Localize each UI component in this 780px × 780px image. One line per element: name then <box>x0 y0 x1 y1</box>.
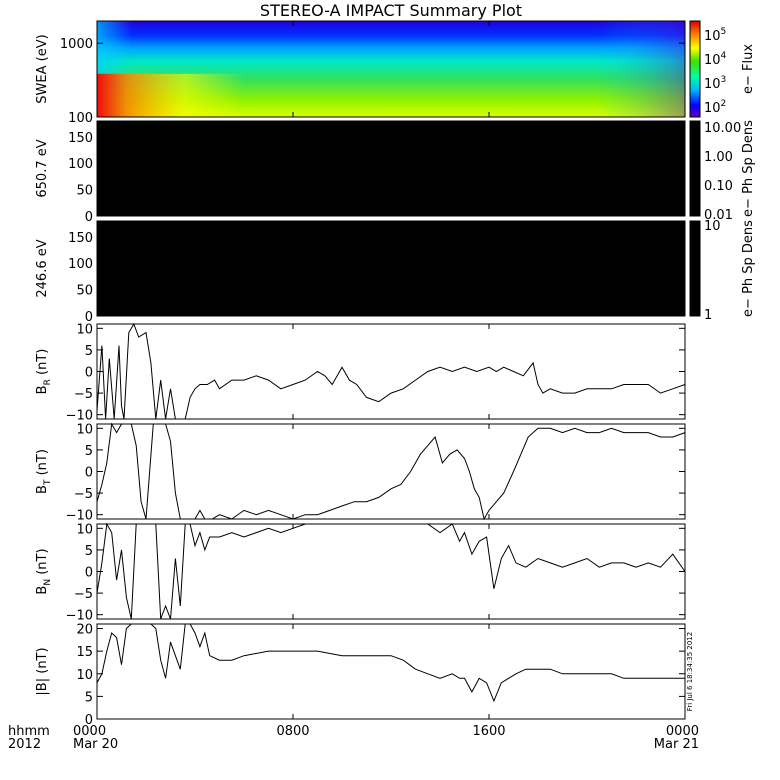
swea-colorbar <box>689 20 701 118</box>
swea-colorbar-tick: 103 <box>704 75 726 92</box>
bt-frame <box>96 423 686 520</box>
bn-ylabel-main: B <box>35 586 50 595</box>
swea-colorbar-tick-exp: 2 <box>721 99 727 109</box>
bn-ylabel-unit: (nT) <box>35 548 50 578</box>
xtick-label: 0800 <box>276 724 309 739</box>
pad651-colorbar-tick: 1.00 <box>704 150 733 165</box>
swea-colorbar-tick: 105 <box>704 27 726 44</box>
pad247-ytick-label: 150 <box>68 231 93 246</box>
bn-ylabel-sub: N <box>43 579 53 586</box>
swea-frame <box>96 20 686 118</box>
bn-ytick-label: 0 <box>85 566 93 581</box>
bt-ytick-label: −10 <box>66 509 93 524</box>
br-frame <box>96 323 686 420</box>
xtick-date-label: Mar 21 <box>654 737 699 752</box>
swea-colorbar-tick: 102 <box>704 99 726 116</box>
xtick-label: 0000 <box>666 724 699 739</box>
pad651-ytick-label: 50 <box>76 184 93 199</box>
bn-ytick-label: −10 <box>66 609 93 624</box>
br-ytick-label: 0 <box>85 366 93 381</box>
pad247-ytick-label: 50 <box>76 284 93 299</box>
bn-ylabel: BN (nT) <box>35 548 53 594</box>
bmag-ytick-label: 20 <box>76 623 93 638</box>
swea-colorbar-tick-exp: 3 <box>721 75 727 85</box>
br-ytick-label: 10 <box>76 322 93 337</box>
bn-ytick-label: 5 <box>85 544 93 559</box>
swea-ytick-label: 100 <box>68 111 93 126</box>
pad247-colorbar-tick: 1 <box>704 308 712 323</box>
swea-colorbar-tick-base: 10 <box>704 101 721 116</box>
pad651-ytick-label: 0 <box>85 210 93 225</box>
bmag-ylabel: |B| (nT) <box>35 647 50 695</box>
bmag-frame <box>96 623 686 720</box>
br-ytick-label: −5 <box>74 387 93 402</box>
pad651-colorbar-label: e− Ph Sp Dens <box>741 120 756 217</box>
bt-ylabel-unit: (nT) <box>35 449 50 479</box>
swea-colorbar-tick-base: 10 <box>704 53 721 68</box>
xtick-label: 1600 <box>472 724 505 739</box>
bmag-ytick-label: 15 <box>76 645 93 660</box>
bt-ylabel-sub: T <box>43 479 53 486</box>
bmag-series-line <box>96 623 685 703</box>
pad651-colorbar <box>689 120 701 217</box>
pad247-ytick-label: 0 <box>85 310 93 325</box>
x-corner-label-hhmm: hhmm <box>8 724 50 739</box>
bt-ytick-label: 10 <box>76 422 93 437</box>
swea-colorbar-tick-exp: 5 <box>721 27 727 37</box>
swea-ytick-label: 1000 <box>60 37 93 52</box>
bmag-ylabel-unit: (nT) <box>35 647 50 677</box>
pad651-colorbar-tick: 10.00 <box>704 121 741 136</box>
bt-series-line <box>96 422 686 521</box>
br-series-line <box>96 322 686 420</box>
swea-colorbar-tick-exp: 4 <box>721 51 727 61</box>
br-ytick-label: −10 <box>66 409 93 424</box>
pad651-frame <box>96 120 686 217</box>
bt-ylabel-main: B <box>35 485 50 494</box>
swea-ylabel: SWEA (eV) <box>35 34 50 103</box>
pad651-colorbar-tick: 0.01 <box>704 208 733 223</box>
bt-ytick-label: −5 <box>74 487 93 502</box>
pad651-ylabel: 650.7 eV <box>35 139 50 197</box>
bt-ylabel: BT (nT) <box>35 449 53 494</box>
pad651-colorbar-tick: 0.10 <box>704 179 733 194</box>
pad247-ytick-label: 100 <box>68 257 93 272</box>
pad247-colorbar <box>689 220 701 317</box>
bn-frame <box>96 523 686 620</box>
bn-ytick-label: 10 <box>76 522 93 537</box>
swea-colorbar-tick-base: 10 <box>704 29 721 44</box>
pad247-colorbar-label: e− Ph Sp Dens <box>741 220 756 317</box>
bt-ytick-label: 0 <box>85 466 93 481</box>
timestamp-label: Fri Jul 6 18:34:35 2012 <box>686 632 694 711</box>
bmag-ytick-label: 0 <box>85 713 93 728</box>
pad247-spectrogram <box>97 221 685 316</box>
x-corner-label-year: 2012 <box>8 737 41 752</box>
pad247-frame <box>96 220 686 317</box>
bmag-ytick-label: 10 <box>76 668 93 683</box>
bt-ytick-label: 5 <box>85 444 93 459</box>
br-ylabel-sub: R <box>43 379 53 385</box>
swea-colorbar-tick-base: 10 <box>704 77 721 92</box>
chart-title: STEREO-A IMPACT Summary Plot <box>260 1 522 20</box>
pad651-ytick-label: 100 <box>68 157 93 172</box>
pad651-ytick-label: 150 <box>68 131 93 146</box>
br-ylabel-unit: (nT) <box>35 349 50 379</box>
bmag-ylabel-main: |B| <box>35 678 50 696</box>
pad651-spectrogram <box>97 121 685 216</box>
swea-colorbar-label: e− Flux <box>741 44 756 94</box>
bn-series-line <box>96 522 686 620</box>
swea-colorbar-tick: 104 <box>704 51 727 68</box>
swea-spectrogram-hot <box>97 73 685 117</box>
br-ytick-label: 5 <box>85 344 93 359</box>
bmag-ytick-label: 5 <box>85 690 93 705</box>
xtick-date-label: Mar 20 <box>73 737 118 752</box>
xtick-label: 0000 <box>73 724 106 739</box>
bn-ytick-label: −5 <box>74 587 93 602</box>
pad247-ylabel: 246.6 eV <box>35 239 50 297</box>
br-ylabel: BR (nT) <box>35 349 53 395</box>
br-ylabel-main: B <box>35 385 50 394</box>
pad247-colorbar-tick: 10 <box>704 219 721 234</box>
